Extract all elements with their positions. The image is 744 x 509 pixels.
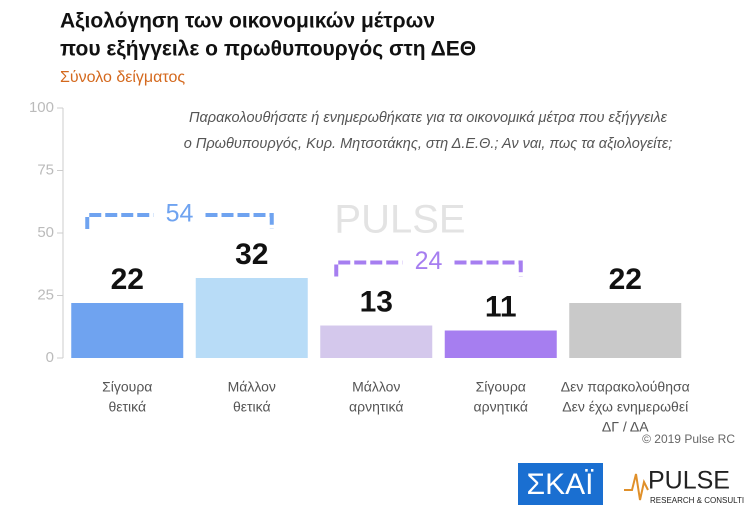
annotation: ο Πρωθυπουργός, Κυρ. Μητσοτάκης, στη Δ.Ε… (184, 136, 672, 152)
bar (569, 303, 682, 358)
chart-subtitle: Σύνολο δείγματος (60, 69, 185, 86)
bar (71, 303, 184, 358)
x-tick-label: αρνητικά (349, 399, 403, 415)
x-tick-label: Δεν παρακολούθησα (561, 379, 690, 395)
pulse-logo: PULSE (648, 467, 730, 495)
x-tick-label: Μάλλον (228, 379, 276, 395)
annotation: Παρακολουθήσατε ή ενημερωθήκατε για τα ο… (189, 110, 668, 126)
copyright: © 2019 Pulse RC (642, 432, 735, 446)
x-tick-label: θετικά (233, 399, 271, 415)
x-tick-label: αρνητικά (474, 399, 528, 415)
bar (444, 330, 557, 358)
group-bracket (85, 213, 274, 229)
value-label: 11 (485, 290, 517, 323)
x-tick-label: ΔΓ / ΔΑ (602, 419, 649, 435)
x-tick-label: θετικά (108, 399, 146, 415)
value-label: 22 (609, 263, 642, 296)
group-bracket (334, 260, 523, 277)
skai-logo: ΣΚΑΪ (527, 468, 595, 501)
y-tick-label: 50 (37, 224, 54, 241)
value-label: 13 (360, 285, 393, 318)
y-tick-label: 75 (37, 161, 54, 178)
watermark: PULSE (334, 198, 465, 242)
x-tick-label: Δεν έχω ενημερωθεί (562, 399, 688, 415)
group-total: 54 (166, 200, 194, 228)
x-tick-label: Σίγουρα (102, 379, 152, 395)
value-label: 22 (111, 263, 144, 296)
value-label: 32 (235, 238, 268, 271)
bar (320, 325, 433, 358)
chart-title: που εξήγγειλε ο πρωθυπουργός στη ΔΕΘ (60, 38, 476, 61)
skai-logo-box (518, 463, 603, 505)
pulse-logo-sub: RESEARCH & CONSULTING (650, 496, 744, 505)
y-tick-label: 100 (29, 99, 54, 116)
y-tick-label: 25 (37, 286, 54, 303)
y-tick-label: 0 (46, 349, 54, 366)
chart-title: Αξιολόγηση των οικονομικών μέτρων (60, 10, 435, 33)
group-total: 24 (415, 247, 443, 275)
pulse-logo-icon (624, 473, 649, 501)
x-tick-label: Μάλλον (352, 379, 400, 395)
x-tick-label: Σίγουρα (476, 379, 526, 395)
bar (195, 278, 308, 358)
